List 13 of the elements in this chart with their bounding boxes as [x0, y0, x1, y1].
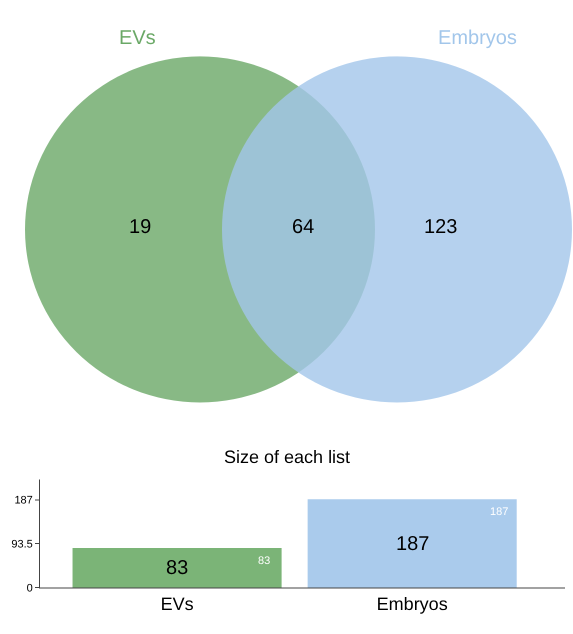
category-label: EVs [119, 27, 156, 49]
y-tick-label: 187 [14, 494, 33, 507]
annotation: 83 [166, 557, 188, 579]
text: 64 [292, 216, 314, 238]
text: 19 [129, 216, 152, 238]
chart-title: Size of each list [224, 447, 350, 467]
data-label: 83 [258, 555, 270, 567]
category-label: Embryos [438, 27, 517, 49]
annotation: 187 [396, 533, 430, 555]
y-tick-label: 93.5 [11, 538, 33, 550]
text: 123 [424, 216, 458, 238]
data-label: 187 [490, 506, 508, 518]
y-tick-label: 0 [26, 582, 33, 594]
